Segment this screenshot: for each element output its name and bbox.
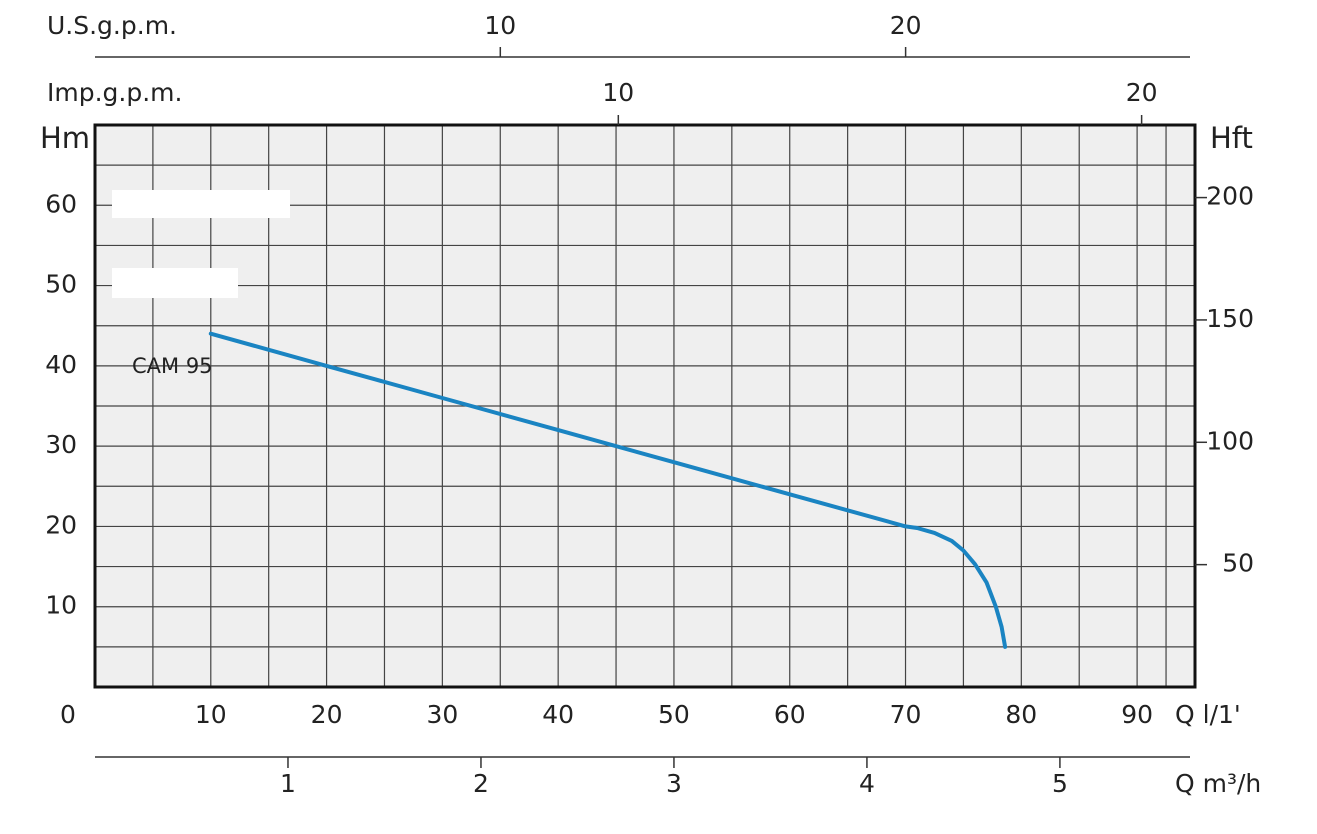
y-tick-label: 60: [45, 189, 77, 218]
bottom-tick-label: 5: [1052, 769, 1068, 798]
y-tick-label: 50: [45, 270, 77, 299]
y-tick-label: 40: [45, 350, 77, 379]
x-tick-label: 50: [658, 700, 690, 729]
y2-tick-label: 50: [1222, 549, 1254, 578]
grid: [94, 125, 1195, 687]
top-tick-label: 10: [484, 11, 516, 40]
x-tick-label: 10: [195, 700, 227, 729]
y2-axis-label: Hft: [1210, 121, 1253, 155]
bottom-axis-label: Q m³/h: [1175, 769, 1261, 798]
y-tick-label: 30: [45, 430, 77, 459]
y-tick-label: 20: [45, 510, 77, 539]
y2-tick-label: 200: [1206, 182, 1254, 211]
top-axis-label: Imp.g.p.m.: [47, 78, 182, 107]
top-tick-label: 20: [1126, 78, 1158, 107]
top-axis-label: U.S.g.p.m.: [47, 11, 177, 40]
bottom-tick-label: 3: [666, 769, 682, 798]
bottom-tick-label: 2: [473, 769, 489, 798]
y2-tick-label: 150: [1206, 304, 1254, 333]
x-tick-label: 80: [1005, 700, 1037, 729]
series-label: CAM 95: [132, 354, 213, 378]
top-tick-label: 20: [890, 11, 922, 40]
x-tick-label: 20: [311, 700, 343, 729]
y-tick-label: 10: [45, 591, 77, 620]
x-tick-label: 90: [1121, 700, 1153, 729]
y-axis-label: Hm: [40, 121, 90, 155]
x-tick-label: 40: [542, 700, 574, 729]
x-tick-label: 70: [890, 700, 922, 729]
y2-tick-label: 100: [1206, 426, 1254, 455]
x-axis-label: Q l/1': [1175, 700, 1241, 729]
plot-frame: [93, 123, 1197, 689]
mask: [112, 190, 290, 218]
x-tick-label: 0: [60, 700, 76, 729]
mask: [112, 268, 238, 298]
bottom-tick-label: 1: [280, 769, 296, 798]
top-tick-label: 10: [602, 78, 634, 107]
bottom-tick-label: 4: [859, 769, 875, 798]
curve: [208, 331, 1008, 649]
x-tick-label: 60: [774, 700, 806, 729]
x-tick-label: 30: [426, 700, 458, 729]
